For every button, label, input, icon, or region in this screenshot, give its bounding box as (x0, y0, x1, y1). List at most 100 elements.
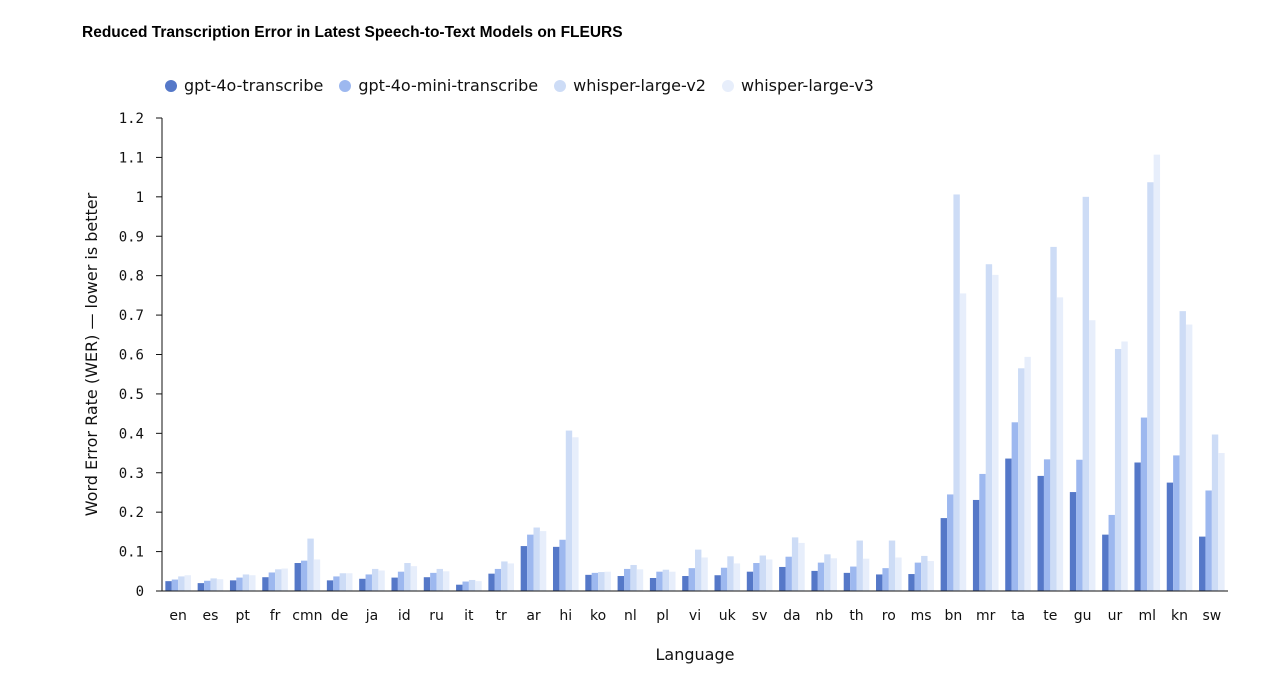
bar-ru-whisper-large-v2 (436, 568, 443, 591)
bar-th-whisper-large-v2 (856, 540, 863, 591)
x-tick-label: ro (882, 608, 896, 624)
x-axis-label: Language (656, 645, 735, 664)
bar-id-gpt-4o-transcribe (391, 577, 398, 591)
x-tick-label: th (849, 608, 863, 624)
y-tick-label: 0 (136, 584, 144, 600)
bar-ru-gpt-4o-transcribe (423, 577, 431, 591)
bar-th-whisper-large-v3 (862, 558, 870, 591)
bar-hi-gpt-4o-mini-transcribe (559, 539, 566, 591)
bar-en-whisper-large-v3 (184, 575, 191, 591)
bar-ur-whisper-large-v3 (1121, 341, 1128, 591)
bar-it-whisper-large-v3 (475, 581, 482, 591)
bar-sw-whisper-large-v2 (1211, 434, 1219, 591)
bar-sw-gpt-4o-transcribe (1199, 536, 1206, 591)
y-tick-label: 0.8 (119, 269, 144, 285)
y-tick-label: 0.3 (119, 466, 144, 482)
bar-bn-gpt-4o-mini-transcribe (947, 494, 954, 591)
bar-en-whisper-large-v2 (178, 576, 185, 591)
bar-vi-gpt-4o-transcribe (682, 576, 689, 591)
bar-uk-gpt-4o-mini-transcribe (720, 567, 728, 591)
y-tick-label: 1.2 (119, 111, 144, 127)
bar-da-gpt-4o-mini-transcribe (785, 556, 792, 591)
bar-ro-whisper-large-v2 (888, 540, 896, 591)
bar-pt-whisper-large-v2 (242, 574, 250, 591)
x-tick-label: nl (624, 608, 637, 624)
bar-mr-gpt-4o-transcribe (972, 499, 980, 591)
bar-nl-gpt-4o-transcribe (617, 576, 624, 591)
x-tick-label: pl (656, 608, 669, 624)
x-tick-label: ko (590, 608, 606, 624)
x-tick-label: ml (1138, 608, 1156, 624)
bar-ta-whisper-large-v2 (1018, 368, 1025, 591)
bar-ko-whisper-large-v2 (598, 572, 605, 591)
bar-nl-gpt-4o-mini-transcribe (623, 568, 631, 591)
bar-uk-whisper-large-v3 (733, 563, 741, 591)
bar-te-gpt-4o-transcribe (1037, 475, 1044, 591)
bar-ta-gpt-4o-transcribe (1005, 458, 1012, 591)
bar-fr-gpt-4o-transcribe (262, 577, 269, 591)
bar-gu-whisper-large-v3 (1089, 320, 1096, 591)
bar-tr-gpt-4o-transcribe (488, 573, 495, 591)
bar-ja-gpt-4o-mini-transcribe (365, 574, 372, 591)
y-tick-label: 1 (136, 190, 144, 206)
bar-en-gpt-4o-transcribe (165, 581, 172, 591)
bar-ml-gpt-4o-mini-transcribe (1140, 417, 1148, 591)
bar-nb-whisper-large-v2 (824, 554, 831, 591)
bar-ar-gpt-4o-transcribe (520, 546, 528, 591)
bar-kn-gpt-4o-mini-transcribe (1173, 455, 1180, 591)
legend-item-gpt-4o-transcribe: gpt-4o-transcribe (165, 76, 323, 95)
x-tick-label: it (464, 608, 474, 624)
bar-ko-whisper-large-v3 (604, 571, 611, 591)
bar-da-whisper-large-v3 (798, 542, 805, 591)
bar-sv-whisper-large-v3 (766, 559, 773, 591)
bar-pl-gpt-4o-transcribe (649, 577, 657, 591)
bar-fr-gpt-4o-mini-transcribe (268, 572, 276, 591)
legend-item-gpt-4o-mini-transcribe: gpt-4o-mini-transcribe (339, 76, 538, 95)
bar-pt-gpt-4o-transcribe (229, 580, 237, 591)
x-tick-label: te (1043, 608, 1057, 624)
x-tick-label: sw (1202, 608, 1221, 624)
bar-gu-gpt-4o-mini-transcribe (1076, 459, 1083, 591)
bar-it-gpt-4o-transcribe (456, 584, 463, 591)
bar-ms-whisper-large-v3 (927, 561, 934, 591)
x-tick-label: uk (719, 608, 737, 624)
x-tick-label: nb (815, 608, 833, 624)
x-tick-label: mr (976, 608, 996, 624)
y-axis-ticks: 0 0.1 0.2 0.3 0.4 0.5 0.6 0.7 0.8 0.9 1 1.1 1.2 (119, 111, 162, 600)
bar-ur-gpt-4o-transcribe (1102, 534, 1109, 591)
bar-tr-gpt-4o-mini-transcribe (494, 568, 502, 591)
legend-swatch (721, 79, 734, 92)
bar-cmn-gpt-4o-transcribe (294, 563, 301, 591)
x-tick-label: sv (752, 608, 768, 624)
bar-kn-whisper-large-v3 (1185, 324, 1193, 591)
bar-ro-gpt-4o-mini-transcribe (882, 568, 889, 591)
bar-pt-gpt-4o-mini-transcribe (236, 577, 243, 591)
bar-ta-gpt-4o-mini-transcribe (1011, 422, 1019, 591)
bar-de-gpt-4o-mini-transcribe (333, 576, 340, 591)
legend-item-whisper-large-v3: whisper-large-v3 (721, 76, 874, 95)
bar-kn-gpt-4o-transcribe (1166, 482, 1174, 591)
bar-pl-whisper-large-v2 (662, 569, 670, 591)
bar-ml-whisper-large-v3 (1153, 154, 1161, 591)
x-tick-label: cmn (292, 608, 322, 624)
bar-ru-whisper-large-v3 (442, 571, 450, 591)
bar-th-gpt-4o-transcribe (843, 572, 851, 591)
x-tick-label: ru (429, 608, 444, 624)
bar-da-whisper-large-v2 (791, 537, 799, 591)
bar-id-whisper-large-v2 (404, 563, 411, 591)
bar-es-whisper-large-v3 (216, 579, 224, 591)
y-tick-label: 0.2 (119, 505, 144, 521)
bar-fr-whisper-large-v3 (281, 568, 288, 591)
bar-ko-gpt-4o-mini-transcribe (591, 572, 599, 591)
bar-pl-gpt-4o-mini-transcribe (656, 571, 663, 591)
x-tick-label: tr (496, 608, 507, 624)
bar-ms-gpt-4o-transcribe (908, 574, 915, 591)
bar-tr-whisper-large-v3 (507, 563, 514, 591)
bar-es-gpt-4o-transcribe (197, 583, 205, 591)
bar-de-whisper-large-v2 (339, 573, 347, 591)
bar-ko-gpt-4o-transcribe (585, 574, 592, 591)
bar-te-whisper-large-v3 (1056, 297, 1064, 591)
bar-mr-gpt-4o-mini-transcribe (979, 473, 986, 591)
x-tick-label: en (169, 608, 187, 624)
